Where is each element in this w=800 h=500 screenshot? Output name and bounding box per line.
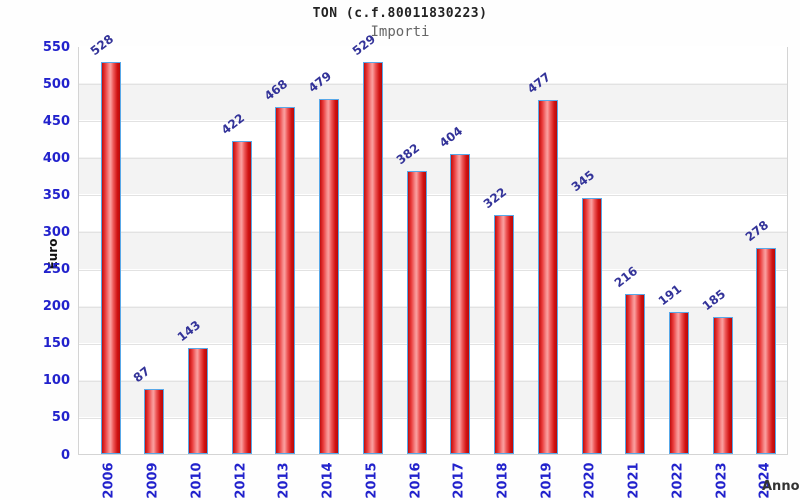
grid-band (79, 157, 787, 195)
x-tick-text: 2022 (670, 461, 686, 499)
chart-bar-2009 (144, 389, 165, 454)
x-tick-text: 2006 (102, 461, 117, 499)
x-tick-label: 2022 (656, 458, 700, 500)
y-tick-label: 250 (42, 262, 70, 278)
x-tick-label: 2023 (700, 458, 744, 500)
gridline (79, 306, 787, 308)
x-tick-text: 2021 (626, 461, 642, 499)
x-tick-text: 2012 (233, 461, 249, 499)
chart-bar-2023 (712, 316, 733, 454)
chart-bar-2022 (668, 312, 689, 454)
x-tick-label: 2017 (437, 458, 481, 500)
gridline (79, 84, 787, 86)
y-tick-label: 0 (60, 447, 70, 463)
chart-bar-2013 (275, 106, 296, 454)
gridline (79, 269, 787, 271)
x-tick-label: 2013 (262, 458, 306, 500)
chart-bar-2016 (406, 170, 427, 454)
y-tick-label: 150 (42, 336, 70, 352)
grid-band (79, 268, 787, 306)
chart-bar-2020 (581, 198, 602, 454)
x-tick-text: 2016 (408, 461, 424, 499)
x-tick-text: 2010 (189, 461, 205, 499)
x-tick-label: 2021 (612, 458, 656, 500)
y-tick-label: 450 (42, 113, 70, 129)
x-tick-label: 2006 (88, 458, 132, 500)
chart-bar-2019 (537, 100, 558, 454)
y-tick-label: 400 (42, 150, 70, 166)
chart-bar-2006 (100, 62, 121, 454)
chart-bar-2021 (625, 293, 646, 454)
grid-band (79, 231, 787, 269)
x-tick-label: 2009 (131, 458, 175, 500)
x-tick-text: 2014 (320, 461, 336, 499)
gridline (79, 232, 787, 234)
grid-band (79, 120, 787, 158)
y-tick-label: 200 (42, 299, 70, 315)
y-tick-label: 500 (42, 76, 70, 92)
x-tick-text: 2013 (276, 461, 292, 499)
x-tick-text: 2015 (364, 461, 380, 499)
y-tick-label: 100 (42, 373, 70, 389)
grid-band (79, 83, 787, 121)
y-tick-label: 50 (51, 410, 70, 426)
y-tick-label: 350 (42, 187, 70, 203)
x-tick-label: 2020 (569, 458, 613, 500)
x-tick-text: 2019 (539, 461, 555, 499)
x-tick-text: 2023 (714, 461, 730, 499)
x-tick-label: 2016 (394, 458, 438, 500)
x-tick-text: 2009 (145, 461, 161, 499)
x-tick-label: 2019 (525, 458, 569, 500)
plot-area (78, 46, 788, 455)
chart-bar-2018 (494, 215, 515, 454)
gridline (79, 158, 787, 160)
x-tick-label: 2010 (175, 458, 219, 500)
gridline (79, 380, 787, 382)
grid-band (79, 46, 787, 84)
x-tick-text: 2018 (495, 461, 511, 499)
gridline (79, 121, 787, 123)
chart-subtitle: Importi (370, 24, 430, 40)
gridline (79, 343, 787, 345)
x-tick-label: 2012 (219, 458, 263, 500)
gridline (79, 195, 787, 197)
x-tick-label: 2018 (481, 458, 525, 500)
x-tick-label: 2014 (306, 458, 350, 500)
chart-bar-2024 (756, 247, 777, 454)
x-tick-label: 2015 (350, 458, 394, 500)
x-tick-text: 2017 (451, 461, 467, 499)
chart-bar-2015 (362, 61, 383, 454)
x-axis-title: Anno (762, 479, 800, 494)
chart-bar-2014 (319, 98, 340, 454)
y-tick-label: 300 (42, 224, 70, 240)
chart-title: TON (c.f.80011830223) (312, 6, 488, 21)
gridline (79, 417, 787, 419)
y-tick-label: 550 (42, 39, 70, 55)
chart-bar-2012 (231, 140, 252, 454)
chart-bar-2010 (187, 347, 208, 454)
grid-band (79, 194, 787, 232)
chart-bar-2017 (450, 154, 471, 454)
x-tick-text: 2020 (583, 461, 599, 499)
